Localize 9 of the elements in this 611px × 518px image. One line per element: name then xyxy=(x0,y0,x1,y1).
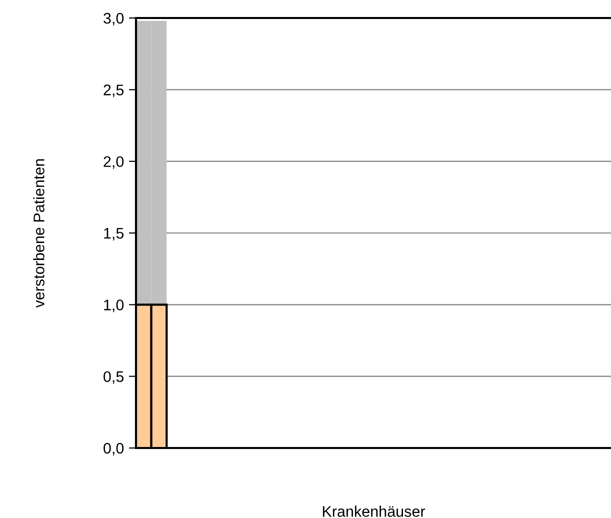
x-axis-title: Krankenhäuser xyxy=(322,506,426,517)
y-tick-label: 2,5 xyxy=(104,84,124,98)
y-tick-label: 0,0 xyxy=(104,442,124,456)
y-tick-label: 3,0 xyxy=(104,12,124,26)
y-tick-label: 2,0 xyxy=(104,156,124,169)
y-tick-label: 1,0 xyxy=(104,300,124,312)
y-axis-title: verstorbene Patienten xyxy=(33,159,44,308)
y-tick-label: 1,5 xyxy=(104,228,124,240)
y-tick-label: 0,5 xyxy=(104,371,124,384)
